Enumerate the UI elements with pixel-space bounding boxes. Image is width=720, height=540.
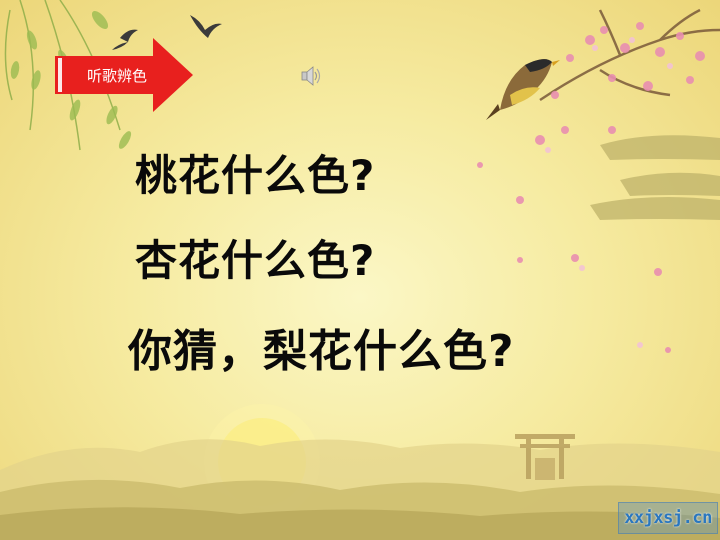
pine-branch [590,135,720,220]
plum-blossom-branch [539,8,720,102]
blossoms [477,22,705,353]
question-apricot-blossom: 杏花什么色? [135,236,376,285]
swallow-bird [112,15,222,50]
listen-song-label: 听歌辨色 [87,67,148,85]
question-pear-blossom: 你猜，梨花什么色? [128,326,515,377]
speaker-icon[interactable] [300,66,322,86]
torii-gate [515,434,575,480]
site-watermark: xxjxsj.cn [618,502,718,534]
listen-song-button[interactable]: 听歌辨色 [55,38,193,112]
arrow-button-icon [55,38,193,112]
question-peach-blossom: 桃花什么色? [135,151,376,200]
perched-bird [486,59,560,120]
